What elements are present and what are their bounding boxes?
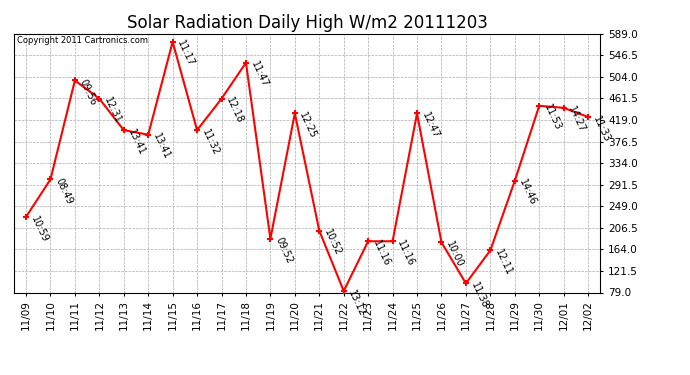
Text: 11:32: 11:32 — [200, 128, 221, 157]
Text: 13:12: 13:12 — [346, 288, 367, 318]
Text: 12:31: 12:31 — [102, 96, 123, 125]
Text: Copyright 2011 Cartronics.com: Copyright 2011 Cartronics.com — [17, 36, 148, 45]
Text: 11:53: 11:53 — [542, 103, 563, 132]
Text: 12:25: 12:25 — [297, 111, 319, 140]
Text: 11:16: 11:16 — [395, 238, 416, 268]
Text: 11:16: 11:16 — [371, 238, 392, 268]
Title: Solar Radiation Daily High W/m2 20111203: Solar Radiation Daily High W/m2 20111203 — [126, 14, 488, 32]
Text: 10:59: 10:59 — [29, 214, 50, 244]
Text: 11:33: 11:33 — [591, 114, 611, 144]
Text: 10:52: 10:52 — [322, 228, 343, 257]
Text: 14:27: 14:27 — [566, 105, 587, 135]
Text: 12:18: 12:18 — [224, 96, 245, 125]
Text: 13:41: 13:41 — [151, 132, 172, 161]
Text: 08:49: 08:49 — [53, 177, 74, 206]
Text: 12:47: 12:47 — [420, 111, 441, 140]
Text: 13:41: 13:41 — [126, 128, 148, 157]
Text: 11:47: 11:47 — [248, 60, 270, 89]
Text: 14:46: 14:46 — [518, 178, 538, 207]
Text: 09:56: 09:56 — [78, 78, 99, 107]
Text: 10:00: 10:00 — [444, 240, 465, 269]
Text: 11:38: 11:38 — [469, 280, 489, 310]
Text: 12:11: 12:11 — [493, 248, 514, 277]
Text: 11:17: 11:17 — [175, 39, 196, 69]
Text: 09:52: 09:52 — [273, 236, 294, 266]
